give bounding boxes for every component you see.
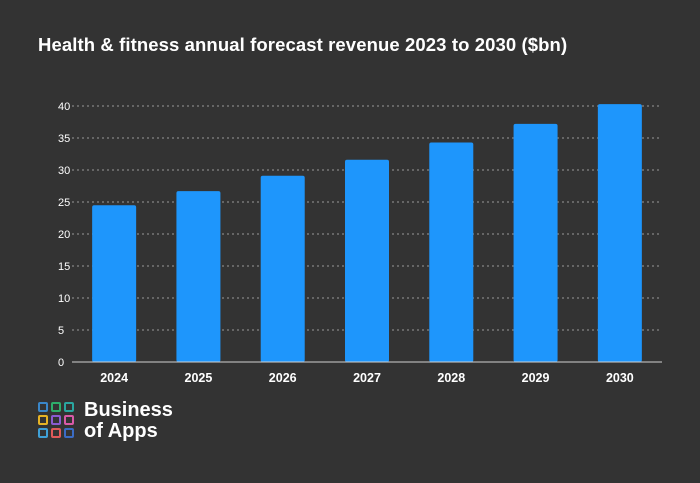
x-tick-label: 2025 bbox=[185, 371, 213, 385]
logo-cell bbox=[51, 402, 61, 412]
logo-grid-icon bbox=[38, 402, 78, 442]
y-tick-label: 15 bbox=[58, 261, 70, 273]
x-tick-label: 2024 bbox=[100, 371, 128, 385]
logo-line-1: Business bbox=[84, 399, 173, 421]
bar bbox=[92, 205, 137, 362]
logo-cell bbox=[64, 428, 74, 438]
bar bbox=[260, 175, 305, 362]
x-tick-label: 2026 bbox=[269, 371, 297, 385]
x-tick-label: 2028 bbox=[437, 371, 465, 385]
logo-cell bbox=[38, 402, 48, 412]
logo-cell bbox=[64, 415, 74, 425]
bar bbox=[345, 159, 389, 362]
x-tick-label: 2027 bbox=[353, 371, 381, 385]
business-of-apps-logo: Business of Apps bbox=[38, 400, 198, 446]
y-tick-label: 35 bbox=[58, 133, 70, 145]
x-tick-label: 2030 bbox=[606, 371, 634, 385]
bar bbox=[513, 123, 558, 362]
y-tick-label: 0 bbox=[58, 357, 64, 369]
logo-cell bbox=[51, 428, 61, 438]
logo-text: Business of Apps bbox=[84, 400, 173, 442]
chart-title: Health & fitness annual forecast revenue… bbox=[38, 34, 568, 55]
y-tick-label: 5 bbox=[58, 325, 64, 337]
y-tick-label: 30 bbox=[58, 165, 70, 177]
bar bbox=[429, 142, 474, 362]
logo-cell bbox=[38, 428, 48, 438]
bar bbox=[597, 104, 642, 362]
logo-cell bbox=[38, 415, 48, 425]
bar bbox=[176, 191, 221, 362]
logo-cell bbox=[64, 402, 74, 412]
y-tick-label: 40 bbox=[58, 101, 70, 113]
logo-cell bbox=[51, 415, 61, 425]
y-tick-label: 20 bbox=[58, 229, 70, 241]
y-tick-label: 25 bbox=[58, 197, 70, 209]
x-tick-label: 2029 bbox=[522, 371, 550, 385]
logo-line-2: of Apps bbox=[84, 420, 158, 442]
y-tick-label: 10 bbox=[58, 293, 70, 305]
